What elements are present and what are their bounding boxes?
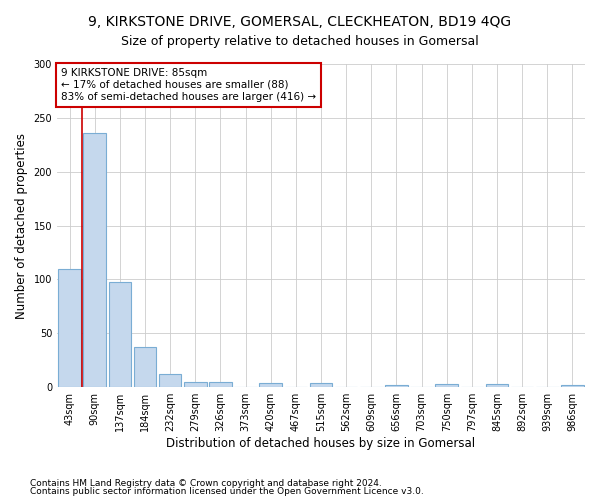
- Bar: [209, 382, 232, 387]
- Bar: [83, 133, 106, 387]
- Text: 9, KIRKSTONE DRIVE, GOMERSAL, CLECKHEATON, BD19 4QG: 9, KIRKSTONE DRIVE, GOMERSAL, CLECKHEATO…: [88, 15, 512, 29]
- Bar: [485, 384, 508, 387]
- Bar: [259, 383, 282, 387]
- Text: Contains HM Land Registry data © Crown copyright and database right 2024.: Contains HM Land Registry data © Crown c…: [30, 478, 382, 488]
- X-axis label: Distribution of detached houses by size in Gomersal: Distribution of detached houses by size …: [166, 437, 476, 450]
- Bar: [385, 385, 408, 387]
- Bar: [58, 268, 81, 387]
- Bar: [561, 385, 584, 387]
- Bar: [436, 384, 458, 387]
- Bar: [134, 348, 157, 387]
- Bar: [109, 282, 131, 387]
- Bar: [159, 374, 181, 387]
- Text: 9 KIRKSTONE DRIVE: 85sqm
← 17% of detached houses are smaller (88)
83% of semi-d: 9 KIRKSTONE DRIVE: 85sqm ← 17% of detach…: [61, 68, 316, 102]
- Bar: [310, 383, 332, 387]
- Text: Contains public sector information licensed under the Open Government Licence v3: Contains public sector information licen…: [30, 487, 424, 496]
- Bar: [184, 382, 206, 387]
- Y-axis label: Number of detached properties: Number of detached properties: [15, 132, 28, 318]
- Text: Size of property relative to detached houses in Gomersal: Size of property relative to detached ho…: [121, 35, 479, 48]
